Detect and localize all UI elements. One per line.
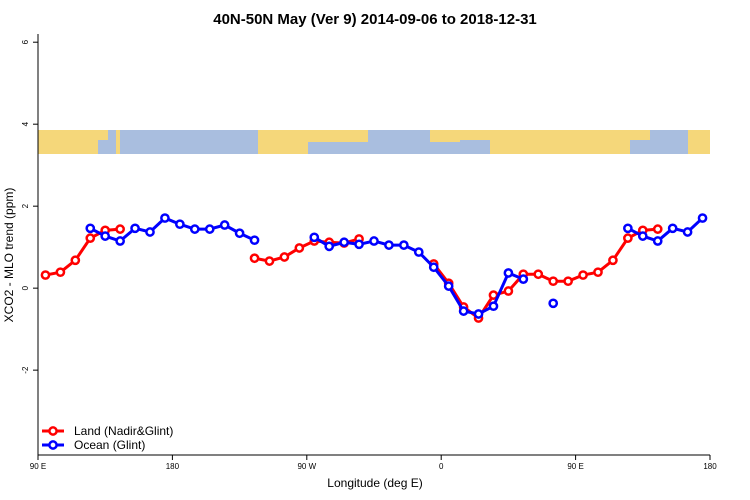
point bbox=[533, 269, 544, 280]
point bbox=[548, 276, 559, 287]
x-tick-label: 180 bbox=[166, 462, 180, 471]
point bbox=[428, 262, 439, 273]
y-tick-label: -2 bbox=[21, 366, 30, 374]
point bbox=[608, 255, 618, 266]
point bbox=[652, 224, 663, 234]
point bbox=[697, 213, 708, 223]
point bbox=[384, 240, 394, 250]
point bbox=[294, 243, 305, 253]
point bbox=[40, 270, 51, 280]
point bbox=[100, 231, 111, 241]
map-strip bbox=[38, 130, 710, 154]
chart-title: 40N-50N May (Ver 9) 2014-09-06 to 2018-1… bbox=[213, 11, 537, 28]
point bbox=[667, 223, 678, 234]
point bbox=[413, 247, 424, 257]
point bbox=[623, 233, 633, 243]
point bbox=[443, 281, 454, 291]
point bbox=[458, 306, 469, 316]
point bbox=[309, 232, 320, 243]
point bbox=[219, 220, 230, 230]
point bbox=[473, 309, 484, 319]
point bbox=[488, 301, 499, 312]
point bbox=[175, 219, 185, 230]
point bbox=[593, 267, 603, 278]
legend-marker bbox=[48, 426, 58, 436]
y-tick-label: 6 bbox=[21, 39, 30, 44]
point bbox=[249, 253, 260, 264]
point bbox=[249, 235, 260, 246]
point bbox=[563, 276, 573, 287]
point bbox=[324, 241, 335, 252]
point bbox=[578, 270, 588, 280]
y-tick-label: 4 bbox=[21, 121, 30, 126]
point bbox=[354, 239, 364, 250]
x-axis-label: Longitude (deg E) bbox=[327, 476, 422, 490]
point bbox=[652, 236, 663, 246]
point bbox=[70, 255, 81, 266]
legend-label: Land (Nadir&Glint) bbox=[74, 424, 173, 438]
point bbox=[279, 252, 290, 262]
point bbox=[548, 298, 559, 309]
point bbox=[503, 286, 514, 296]
point bbox=[160, 213, 170, 223]
point bbox=[503, 268, 514, 278]
point bbox=[85, 233, 96, 243]
x-tick-label: 90 W bbox=[297, 462, 316, 471]
y-tick-label: 2 bbox=[21, 203, 30, 208]
point bbox=[115, 236, 125, 246]
x-tick-label: 90 E bbox=[567, 462, 583, 471]
point bbox=[399, 240, 409, 250]
x-tick-label: 90 E bbox=[30, 462, 46, 471]
point bbox=[130, 223, 140, 234]
point bbox=[264, 256, 275, 266]
point bbox=[115, 224, 125, 234]
legend-label: Ocean (Glint) bbox=[74, 438, 145, 452]
y-tick-label: 0 bbox=[21, 285, 30, 290]
x-tick-label: 180 bbox=[703, 462, 717, 471]
point bbox=[204, 224, 215, 234]
series-line bbox=[89, 216, 704, 316]
point bbox=[189, 224, 200, 234]
point bbox=[637, 231, 648, 241]
point bbox=[85, 223, 96, 234]
point bbox=[234, 228, 245, 239]
point bbox=[339, 237, 349, 248]
point bbox=[623, 223, 633, 234]
point bbox=[145, 227, 155, 237]
point bbox=[682, 227, 693, 237]
point bbox=[55, 267, 66, 278]
legend-marker bbox=[48, 440, 58, 450]
y-axis-label: XCO2 - MLO trend (ppm) bbox=[2, 188, 16, 323]
point bbox=[518, 274, 529, 284]
x-tick-label: 0 bbox=[439, 462, 444, 471]
point bbox=[369, 236, 379, 246]
